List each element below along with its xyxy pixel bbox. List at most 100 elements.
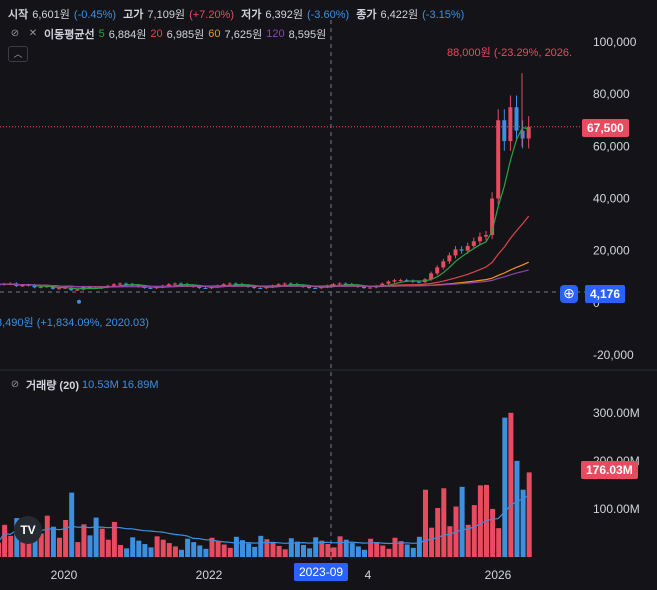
- ma20-value: 6,985원: [166, 29, 205, 41]
- ma60-value: 7,625원: [224, 29, 263, 41]
- crosshair-price-tag: 4,176: [585, 285, 626, 303]
- candle-body: [429, 273, 434, 280]
- volume-bar: [508, 412, 514, 557]
- last-price-tag: 67,500: [582, 119, 629, 137]
- volume-bar: [410, 547, 416, 557]
- candle-body: [69, 287, 74, 291]
- candle-body: [282, 283, 287, 285]
- candle-body: [502, 120, 507, 142]
- candle-body: [471, 241, 476, 246]
- candle-body: [313, 288, 318, 290]
- visibility-toggle-icon[interactable]: ⊘: [10, 28, 20, 39]
- price-axis-tick: 60,000: [593, 139, 630, 153]
- volume-bar: [465, 524, 471, 557]
- volume-bar: [520, 489, 526, 557]
- volume-bar: [111, 521, 117, 557]
- price-axis-tick: 100,000: [593, 35, 637, 49]
- volume-bar: [203, 548, 209, 557]
- candle-body: [465, 245, 470, 251]
- volume-bar: [301, 544, 306, 557]
- volume-bar: [38, 533, 44, 557]
- candle-body: [264, 287, 269, 289]
- candle-body: [331, 284, 336, 286]
- volume-bar: [459, 486, 465, 557]
- volume-bar: [276, 545, 282, 557]
- volume-bar: [221, 544, 227, 557]
- volume-bar: [282, 549, 288, 557]
- ma5-value: 6,884원: [108, 29, 147, 41]
- candle-body: [179, 283, 183, 285]
- tradingview-logo-icon: TV: [14, 516, 42, 544]
- volume-bar: [233, 536, 239, 557]
- ma5-line: [0, 126, 529, 290]
- candle-body: [520, 130, 525, 139]
- price-axis-tick: 40,000: [593, 192, 630, 206]
- candle-body: [197, 286, 202, 288]
- high-value: 7,109원: [147, 9, 186, 21]
- candle-body: [26, 284, 31, 286]
- candle-body: [508, 107, 513, 142]
- ma60-period: 60: [208, 28, 221, 40]
- crosshair-date-tag: 2023-09: [294, 563, 349, 581]
- volume-bar: [264, 539, 270, 557]
- volume-bar: [392, 537, 398, 557]
- volume-bar: [185, 538, 191, 557]
- volume-label: 거래량 (20): [26, 380, 79, 392]
- volume-bar: [398, 541, 404, 557]
- candle-body: [386, 281, 391, 284]
- add-alert-icon[interactable]: ⊕: [560, 285, 578, 303]
- close-value: 6,422원: [380, 9, 419, 21]
- price-axis-tick: 20,000: [593, 244, 630, 258]
- candle-body: [111, 284, 116, 286]
- low-annotation: 3,490원 (+1,834.09%, 2020.03): [0, 317, 149, 329]
- ma120-value: 8,595원: [288, 29, 327, 41]
- candle-body: [32, 284, 37, 288]
- volume-value-2: 16.89M: [121, 379, 159, 391]
- candle-body: [441, 261, 446, 268]
- candle-body: [368, 287, 373, 289]
- volume-bar: [496, 528, 502, 557]
- volume-bar: [246, 543, 252, 557]
- volume-bar: [0, 542, 1, 557]
- volume-bar: [270, 542, 276, 557]
- time-axis-tick: 4: [365, 568, 372, 582]
- volume-bar: [502, 417, 508, 557]
- volume-bar: [362, 549, 367, 557]
- ma60-line: [0, 261, 529, 288]
- ma20-line: [0, 215, 530, 288]
- volume-bar: [252, 546, 258, 557]
- collapse-legend-button[interactable]: ︿: [8, 46, 28, 62]
- volume-bar: [87, 535, 93, 557]
- volume-bar: [57, 537, 62, 557]
- volume-bar: [63, 519, 69, 557]
- candle-body: [490, 198, 495, 236]
- volume-bar: [209, 537, 215, 557]
- visibility-toggle-icon[interactable]: ⊘: [10, 379, 20, 390]
- open-pct: (-0.45%): [73, 9, 117, 21]
- ma120-period: 120: [266, 28, 285, 40]
- volume-bar: [179, 549, 184, 557]
- candle-body: [203, 287, 208, 289]
- candle-body: [288, 283, 293, 285]
- volume-bar: [69, 492, 75, 557]
- volume-bar: [148, 547, 154, 557]
- volume-bar: [240, 540, 245, 557]
- volume-bar: [307, 548, 313, 557]
- volume-bar: [2, 524, 8, 557]
- candle-body: [87, 286, 92, 288]
- close-icon[interactable]: ✕: [28, 28, 38, 39]
- candle-body: [63, 287, 68, 289]
- volume-bar: [105, 539, 111, 557]
- high-label: 고가: [123, 9, 144, 21]
- volume-bar: [227, 547, 233, 557]
- volume-bar: [471, 505, 477, 557]
- close-pct: (-3.15%): [422, 9, 465, 21]
- low-marker: [77, 299, 81, 304]
- candle-body: [118, 283, 122, 285]
- volume-bar: [142, 544, 148, 557]
- candle-body: [453, 249, 458, 256]
- volume-bar: [288, 538, 294, 557]
- candle-body: [404, 280, 409, 282]
- volume-bar: [294, 541, 300, 557]
